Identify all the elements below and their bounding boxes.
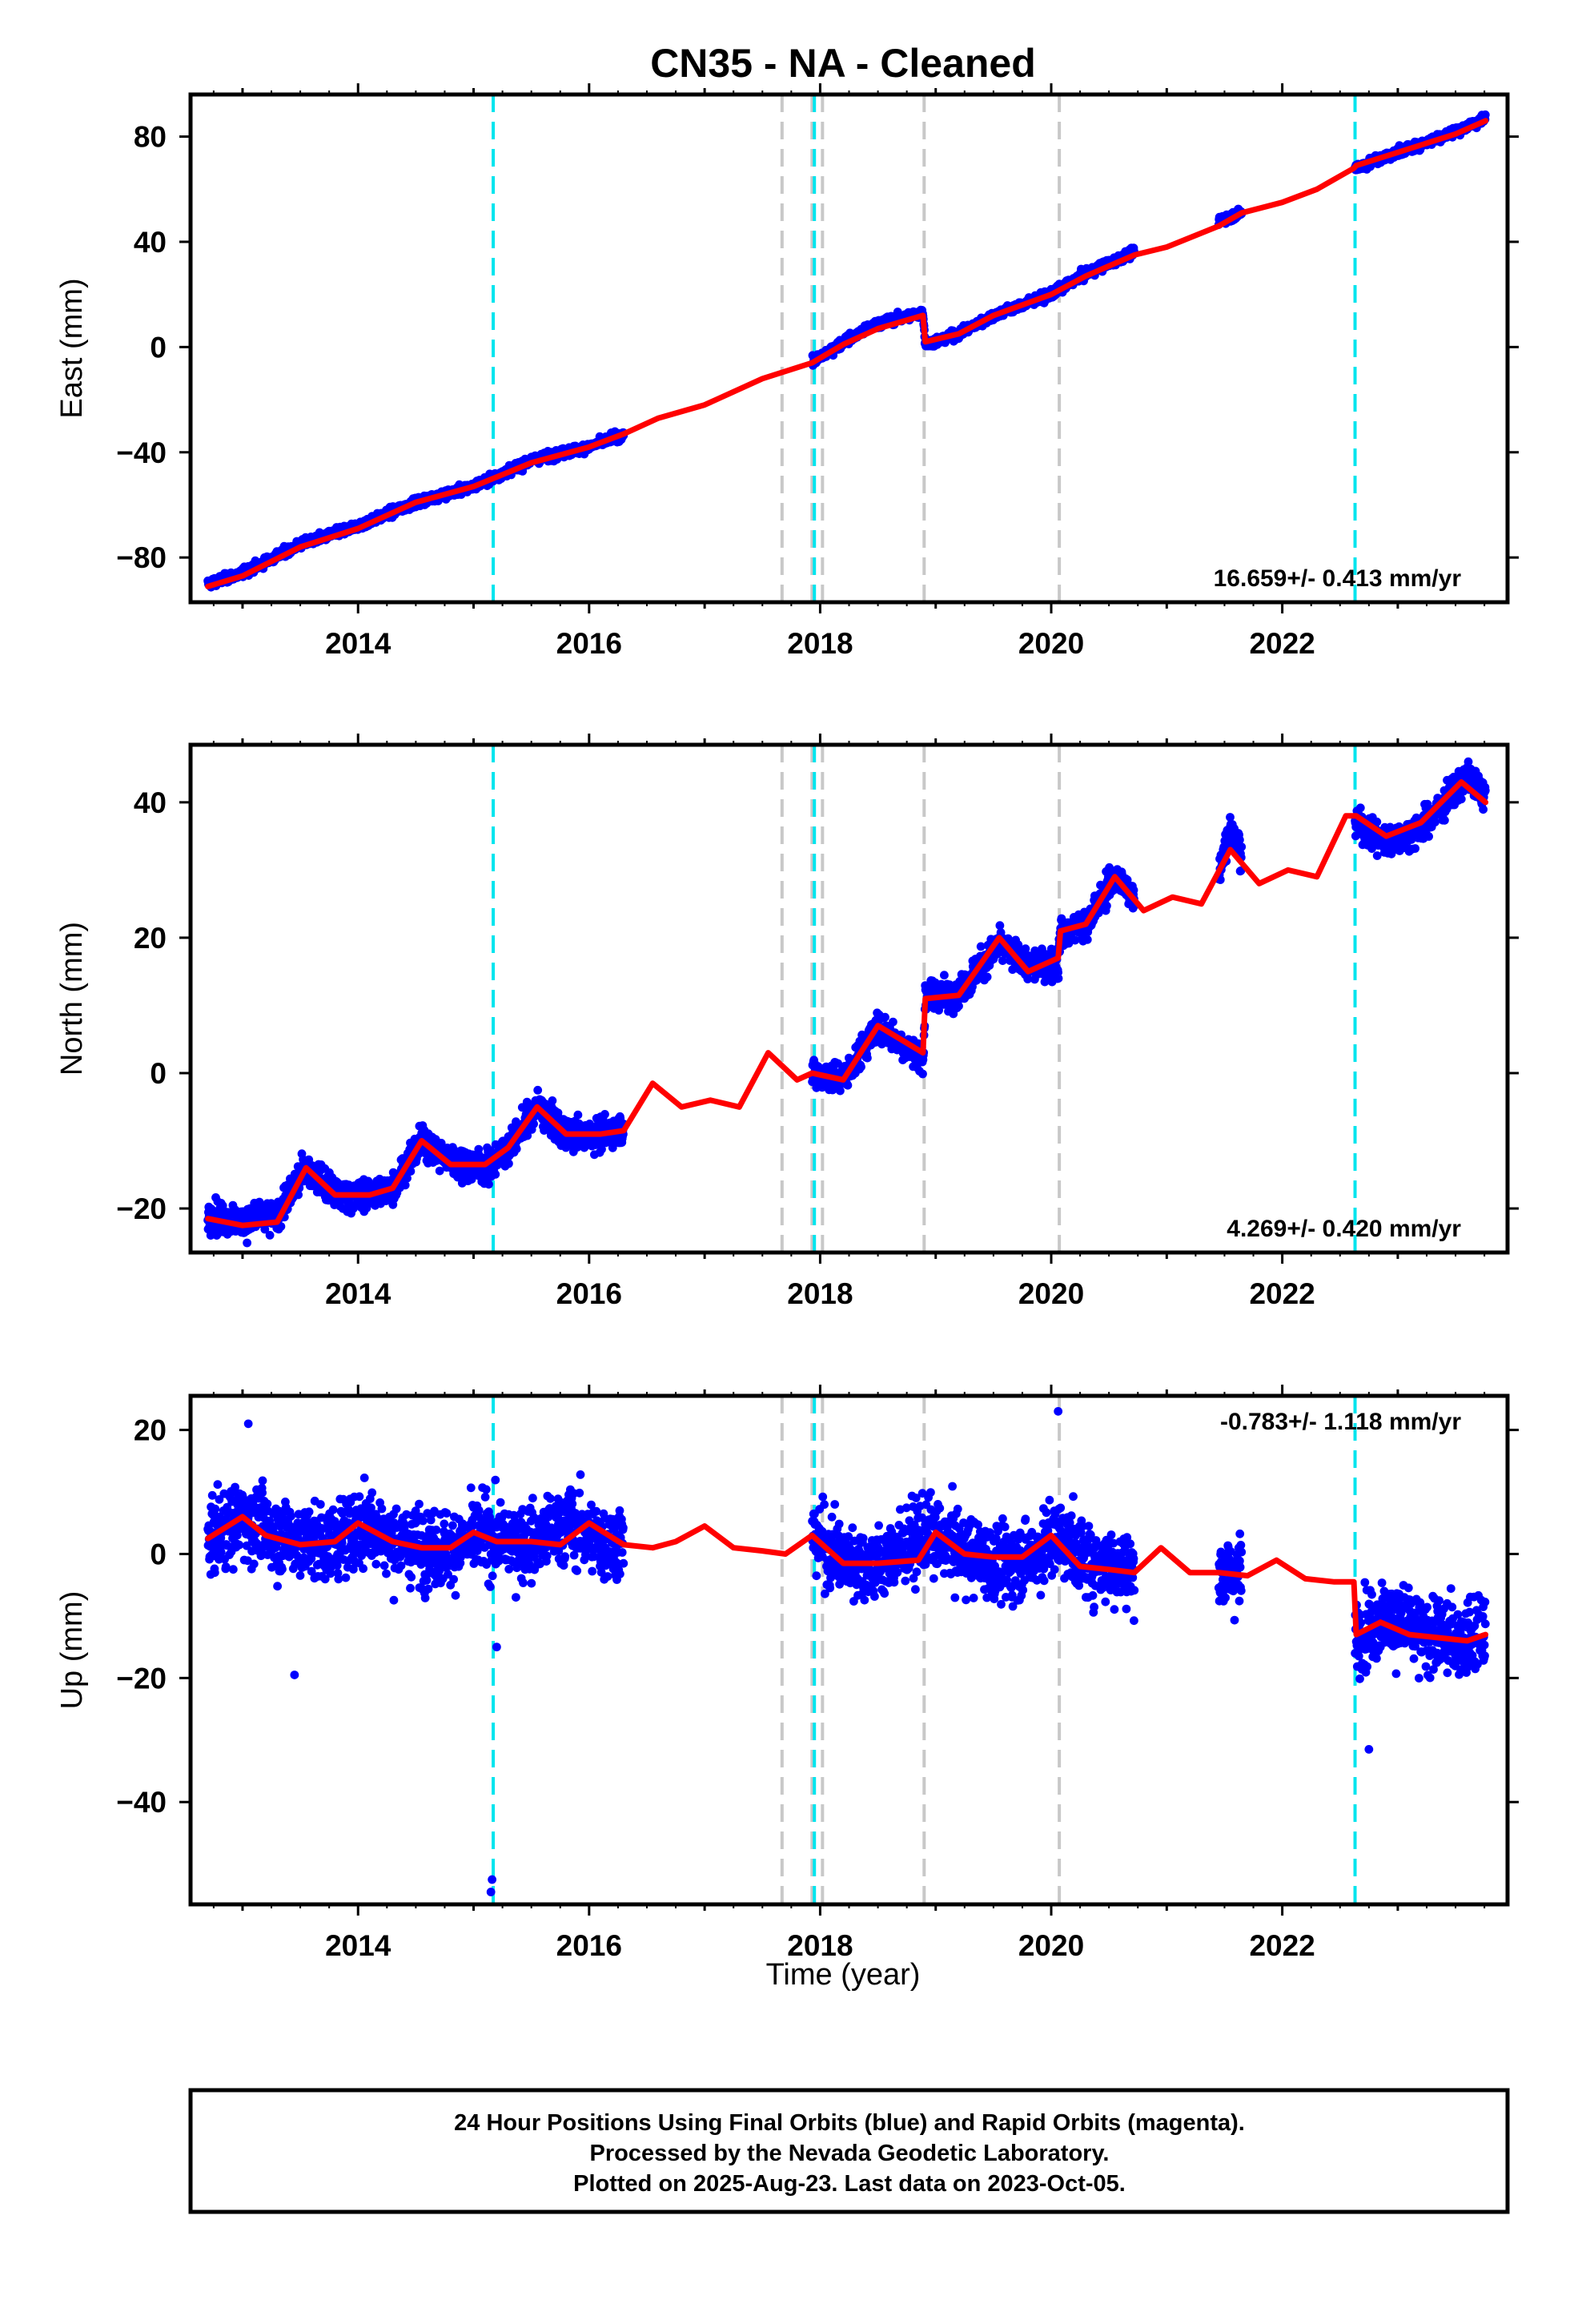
y-tick-label: 40 xyxy=(134,226,167,259)
data-point xyxy=(533,1085,543,1095)
data-point xyxy=(529,1120,538,1128)
y-tick-label: −40 xyxy=(116,436,167,469)
data-point xyxy=(435,1166,444,1176)
daily-positions xyxy=(203,757,1490,1248)
data-point xyxy=(406,1167,416,1176)
data-point xyxy=(995,921,1005,931)
plot-frame xyxy=(188,92,1510,605)
x-tick-label: 2018 xyxy=(787,627,853,660)
x-tick-label: 2020 xyxy=(1018,627,1084,660)
data-point xyxy=(512,1144,521,1153)
data-point xyxy=(548,1096,557,1105)
data-point xyxy=(573,1142,582,1152)
data-point xyxy=(349,1204,358,1213)
data-point xyxy=(940,971,949,980)
rate-label: 16.659+/- 0.413 mm/yr xyxy=(1214,565,1462,592)
data-point xyxy=(976,942,986,951)
data-point xyxy=(600,1110,609,1119)
model-fit-line xyxy=(205,118,1489,589)
data-point xyxy=(523,1131,532,1140)
y-tick-label: 0 xyxy=(150,331,167,364)
y-axis-title: East (mm) xyxy=(55,278,89,418)
data-point xyxy=(1023,975,1033,983)
data-point xyxy=(833,1059,842,1068)
data-point xyxy=(1480,110,1490,119)
data-point xyxy=(918,1069,927,1079)
panel-east: 2014 2016 2018 2020 2022 −80 −40 0 40 80 East (mm)… xyxy=(55,83,1519,660)
plot-area xyxy=(203,745,1490,1252)
data-point xyxy=(982,972,992,982)
data-point xyxy=(403,1173,412,1183)
data-point xyxy=(1021,944,1030,954)
data-point xyxy=(491,1170,500,1179)
data-point xyxy=(843,1080,853,1090)
x-tick-label: 2022 xyxy=(1249,627,1315,660)
data-point xyxy=(265,1231,275,1240)
data-point xyxy=(504,1159,513,1168)
chart-title: CN35 - NA - Cleaned xyxy=(650,41,1036,86)
x-tick-label: 2014 xyxy=(325,627,391,660)
data-point xyxy=(243,1238,251,1248)
data-point xyxy=(294,1190,303,1200)
data-point xyxy=(836,1086,845,1096)
data-point xyxy=(881,1012,889,1022)
data-point xyxy=(998,956,1007,965)
daily-positions xyxy=(203,110,1490,592)
data-point xyxy=(954,1001,963,1011)
data-point xyxy=(857,1062,865,1072)
y-tick-label: −80 xyxy=(116,541,167,574)
plot-area xyxy=(203,94,1490,602)
data-point xyxy=(597,1144,606,1154)
x-tick-label: 2016 xyxy=(556,627,622,660)
data-point xyxy=(484,1180,493,1189)
data-point xyxy=(889,1017,897,1027)
data-point xyxy=(400,1180,410,1190)
data-point xyxy=(863,1053,872,1063)
panels: 2014 2016 2018 2020 2022 −80 −40 0 40 80 East (mm)… xyxy=(55,83,1519,1962)
y-tick-label: 80 xyxy=(134,121,167,154)
data-point xyxy=(573,1110,583,1120)
